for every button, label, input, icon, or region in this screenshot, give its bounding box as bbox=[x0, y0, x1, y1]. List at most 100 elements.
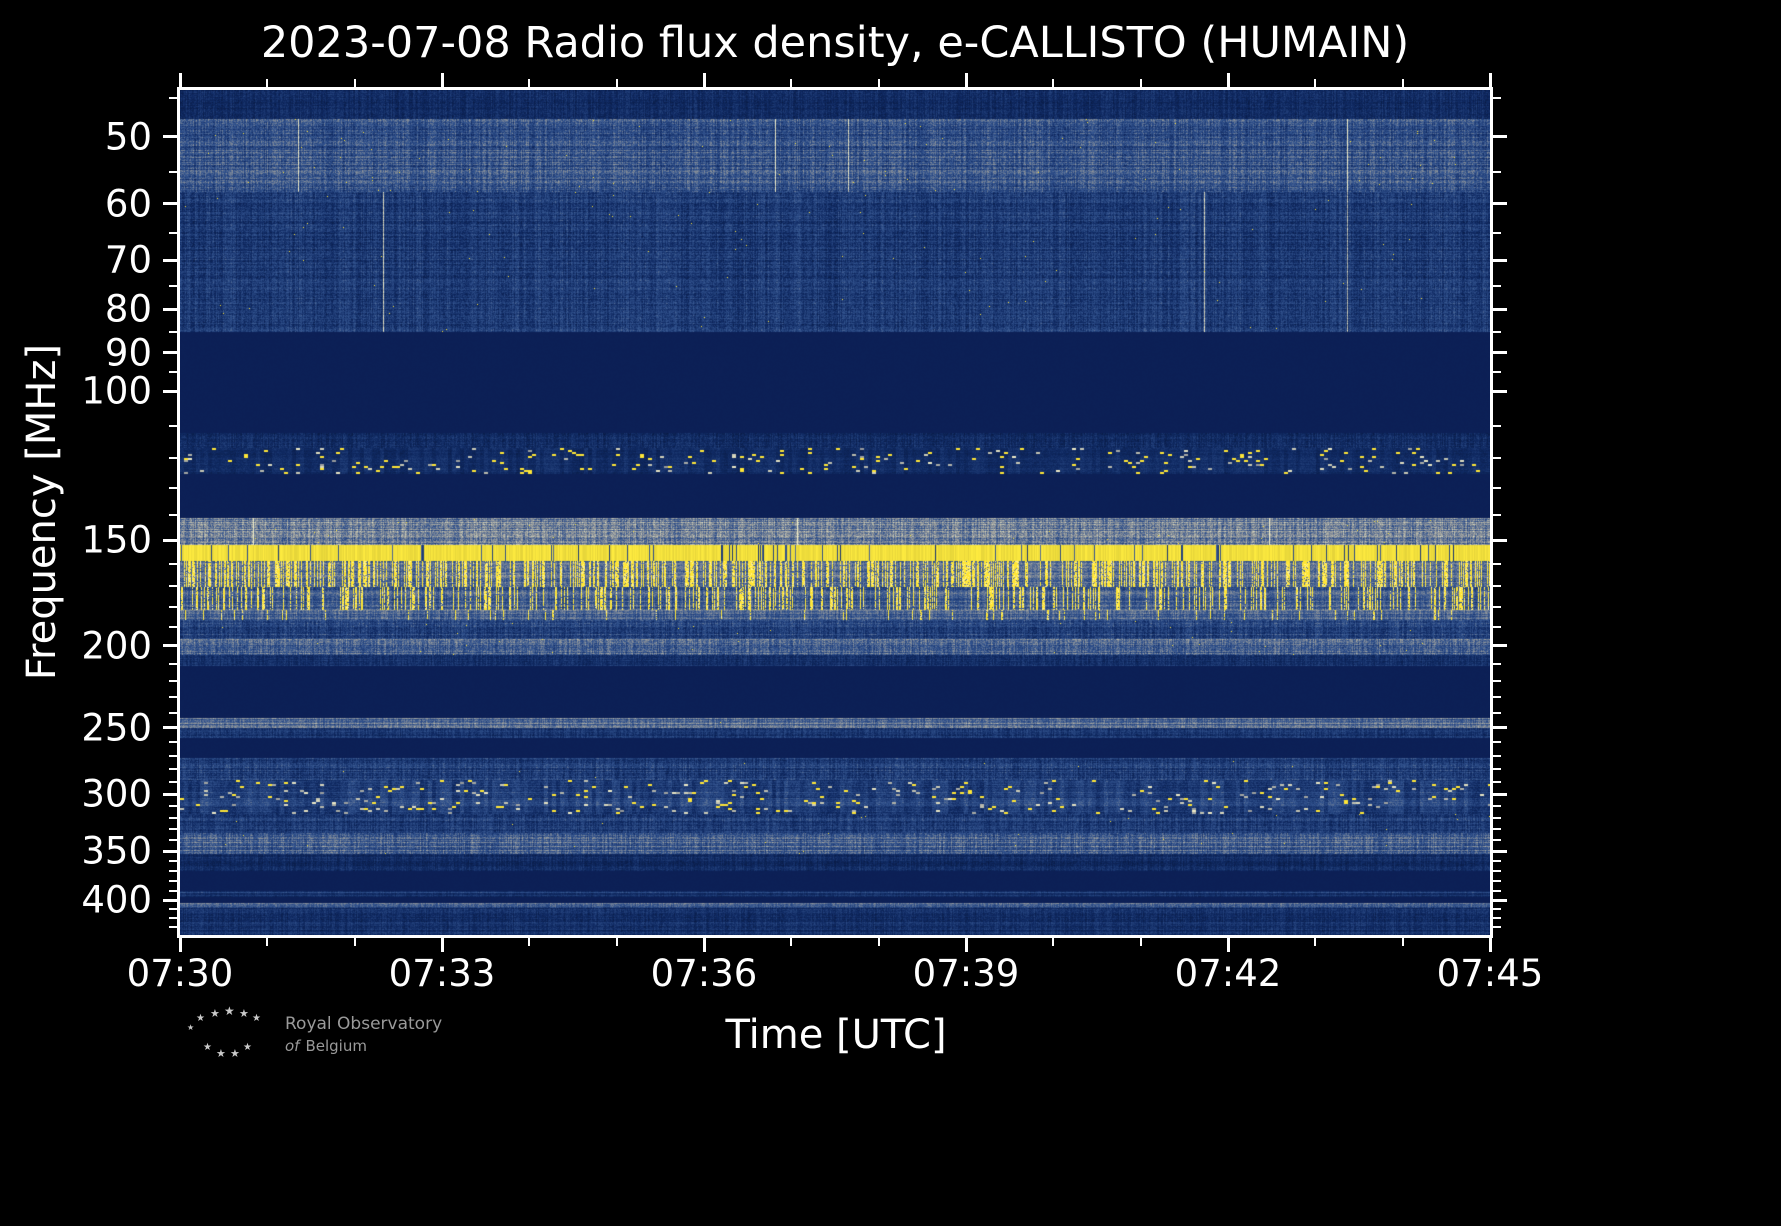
y-tick-minor bbox=[1493, 170, 1501, 173]
y-tick-minor bbox=[169, 284, 177, 287]
x-tick-minor bbox=[1052, 79, 1055, 87]
y-tick-major bbox=[1493, 351, 1507, 355]
y-tick-major bbox=[163, 135, 177, 139]
y-tick-minor bbox=[169, 740, 177, 743]
x-tick-minor bbox=[528, 79, 531, 87]
y-axis-label: Frequency [MHz] bbox=[19, 343, 65, 681]
y-tick-minor bbox=[1493, 870, 1501, 873]
y-tick-minor bbox=[169, 457, 177, 460]
x-tick-minor bbox=[266, 938, 269, 946]
y-tick-label: 70 bbox=[104, 238, 152, 282]
spectrogram-canvas bbox=[180, 90, 1490, 935]
y-tick-minor bbox=[169, 513, 177, 516]
y-tick-major bbox=[1493, 849, 1507, 853]
y-tick-minor bbox=[169, 711, 177, 714]
y-tick-minor bbox=[169, 486, 177, 489]
y-tick-major bbox=[1493, 135, 1507, 139]
x-tick-label: 07:39 bbox=[912, 952, 1020, 995]
y-tick-minor bbox=[1493, 585, 1501, 587]
x-tick-minor bbox=[353, 938, 356, 946]
y-tick-minor bbox=[1493, 371, 1501, 374]
y-tick-major bbox=[163, 849, 177, 853]
star-icon: ★ bbox=[210, 1007, 220, 1020]
y-tick-minor bbox=[169, 768, 177, 771]
y-tick-minor bbox=[1493, 889, 1501, 892]
y-tick-minor bbox=[169, 781, 177, 783]
y-tick-minor bbox=[169, 232, 177, 235]
y-tick-minor bbox=[1493, 828, 1501, 831]
star-icon: ★ bbox=[216, 1047, 226, 1060]
y-tick-minor bbox=[1493, 425, 1501, 428]
y-tick-major bbox=[1493, 792, 1507, 796]
y-tick-major bbox=[1493, 389, 1507, 393]
y-tick-major bbox=[163, 351, 177, 355]
x-tick-major bbox=[702, 938, 706, 952]
x-tick-major bbox=[440, 73, 444, 87]
y-tick-major bbox=[163, 202, 177, 206]
y-tick-minor bbox=[169, 662, 177, 665]
x-tick-minor bbox=[353, 79, 356, 87]
y-tick-major bbox=[163, 258, 177, 262]
y-tick-minor bbox=[169, 817, 177, 820]
y-tick-major bbox=[1493, 898, 1507, 902]
y-tick-minor bbox=[169, 916, 177, 919]
y-tick-minor bbox=[1493, 768, 1501, 771]
x-tick-minor bbox=[1401, 79, 1404, 87]
star-icon: ★ bbox=[196, 1013, 205, 1024]
x-tick-label: 07:33 bbox=[388, 952, 496, 995]
x-tick-major bbox=[440, 938, 444, 952]
x-tick-major bbox=[1488, 938, 1492, 952]
y-tick-label: 60 bbox=[104, 182, 152, 226]
y-tick-major bbox=[1493, 258, 1507, 262]
y-tick-label: 50 bbox=[104, 115, 152, 159]
logo-text-belgium: Belgium bbox=[305, 1037, 367, 1055]
y-tick-minor bbox=[169, 880, 177, 883]
y-tick-minor bbox=[1493, 486, 1501, 489]
y-tick-major bbox=[163, 389, 177, 393]
star-icon: ★ bbox=[252, 1013, 261, 1024]
y-tick-minor bbox=[169, 605, 177, 608]
star-icon: ★ bbox=[230, 1047, 240, 1060]
y-tick-minor bbox=[169, 170, 177, 173]
y-tick-major bbox=[163, 898, 177, 902]
x-tick-major bbox=[702, 73, 706, 87]
y-tick-minor bbox=[1493, 817, 1501, 820]
x-tick-minor bbox=[1401, 938, 1404, 946]
star-icon: ★ bbox=[239, 1007, 249, 1020]
x-tick-minor bbox=[1139, 938, 1142, 946]
y-tick-minor bbox=[169, 695, 177, 698]
y-tick-major bbox=[1493, 726, 1507, 730]
x-tick-minor bbox=[1314, 938, 1317, 946]
x-tick-minor bbox=[790, 938, 793, 946]
y-tick-minor bbox=[169, 870, 177, 873]
y-tick-major bbox=[1493, 644, 1507, 648]
y-tick-major bbox=[163, 726, 177, 730]
y-tick-major bbox=[163, 792, 177, 796]
x-tick-label: 07:30 bbox=[126, 952, 234, 995]
y-tick-minor bbox=[169, 860, 177, 863]
y-tick-label: 350 bbox=[81, 829, 152, 873]
star-icon: ★ bbox=[203, 1042, 212, 1053]
x-tick-major bbox=[964, 938, 968, 952]
y-tick-minor bbox=[1493, 781, 1501, 783]
logo-text-line1: Royal Observatory bbox=[285, 1014, 443, 1034]
y-tick-major bbox=[1493, 307, 1507, 311]
y-tick-label: 400 bbox=[81, 878, 152, 922]
y-tick-label: 300 bbox=[81, 772, 152, 816]
star-icon: ★ bbox=[187, 1023, 195, 1032]
y-tick-minor bbox=[1493, 605, 1501, 608]
x-tick-minor bbox=[877, 79, 880, 87]
x-tick-minor bbox=[877, 938, 880, 946]
y-tick-minor bbox=[1493, 740, 1501, 743]
x-tick-minor bbox=[615, 79, 618, 87]
y-tick-minor bbox=[1493, 232, 1501, 235]
y-tick-major bbox=[163, 307, 177, 311]
y-tick-minor bbox=[1493, 662, 1501, 665]
x-tick-major bbox=[964, 73, 968, 87]
y-tick-minor bbox=[1493, 284, 1501, 287]
x-tick-minor bbox=[615, 938, 618, 946]
logo-text-line2: of Belgium bbox=[285, 1037, 367, 1055]
y-tick-minor bbox=[169, 805, 177, 808]
y-tick-minor bbox=[1493, 695, 1501, 698]
y-tick-minor bbox=[169, 371, 177, 374]
